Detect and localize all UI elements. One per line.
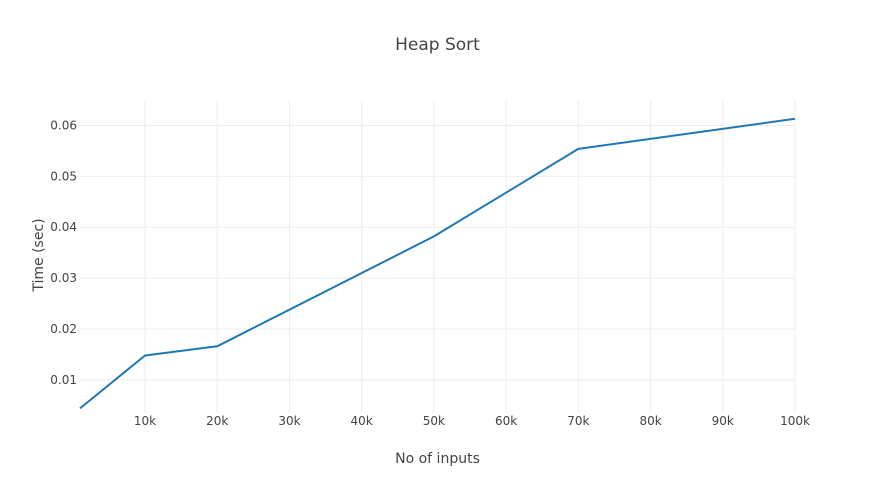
- x-tick-label: 20k: [206, 414, 228, 428]
- y-tick-label: 0.02: [50, 322, 77, 336]
- series-layer: [79, 117, 796, 410]
- series-line: [79, 117, 796, 410]
- x-gridlines: [144, 100, 796, 413]
- x-tick-label: 50k: [423, 414, 445, 428]
- x-tick-labels: 10k 20k 30k 40k 50k 60k 70k 80k 90k 100k: [134, 414, 810, 428]
- x-axis-title: No of inputs: [395, 451, 480, 467]
- y-tick-label: 0.01: [50, 373, 77, 387]
- x-tick-label: 100k: [780, 414, 810, 428]
- y-tick-label: 0.06: [50, 118, 77, 132]
- y-tick-label: 0.04: [50, 220, 77, 234]
- x-tick-label: 40k: [351, 414, 373, 428]
- chart-title: Heap Sort: [395, 35, 480, 55]
- x-tick-label: 60k: [495, 414, 517, 428]
- x-tick-label: 30k: [278, 414, 300, 428]
- y-tick-labels: 0.01 0.02 0.03 0.04 0.05 0.06: [50, 118, 77, 386]
- x-tick-label: 90k: [712, 414, 734, 428]
- x-tick-label: 10k: [134, 414, 156, 428]
- x-tick-label: 80k: [639, 414, 661, 428]
- y-tick-label: 0.03: [50, 271, 77, 285]
- y-gridlines: [80, 124, 795, 381]
- y-axis-title: Time (sec): [31, 218, 47, 292]
- x-tick-label: 70k: [567, 414, 589, 428]
- y-tick-label: 0.05: [50, 169, 77, 183]
